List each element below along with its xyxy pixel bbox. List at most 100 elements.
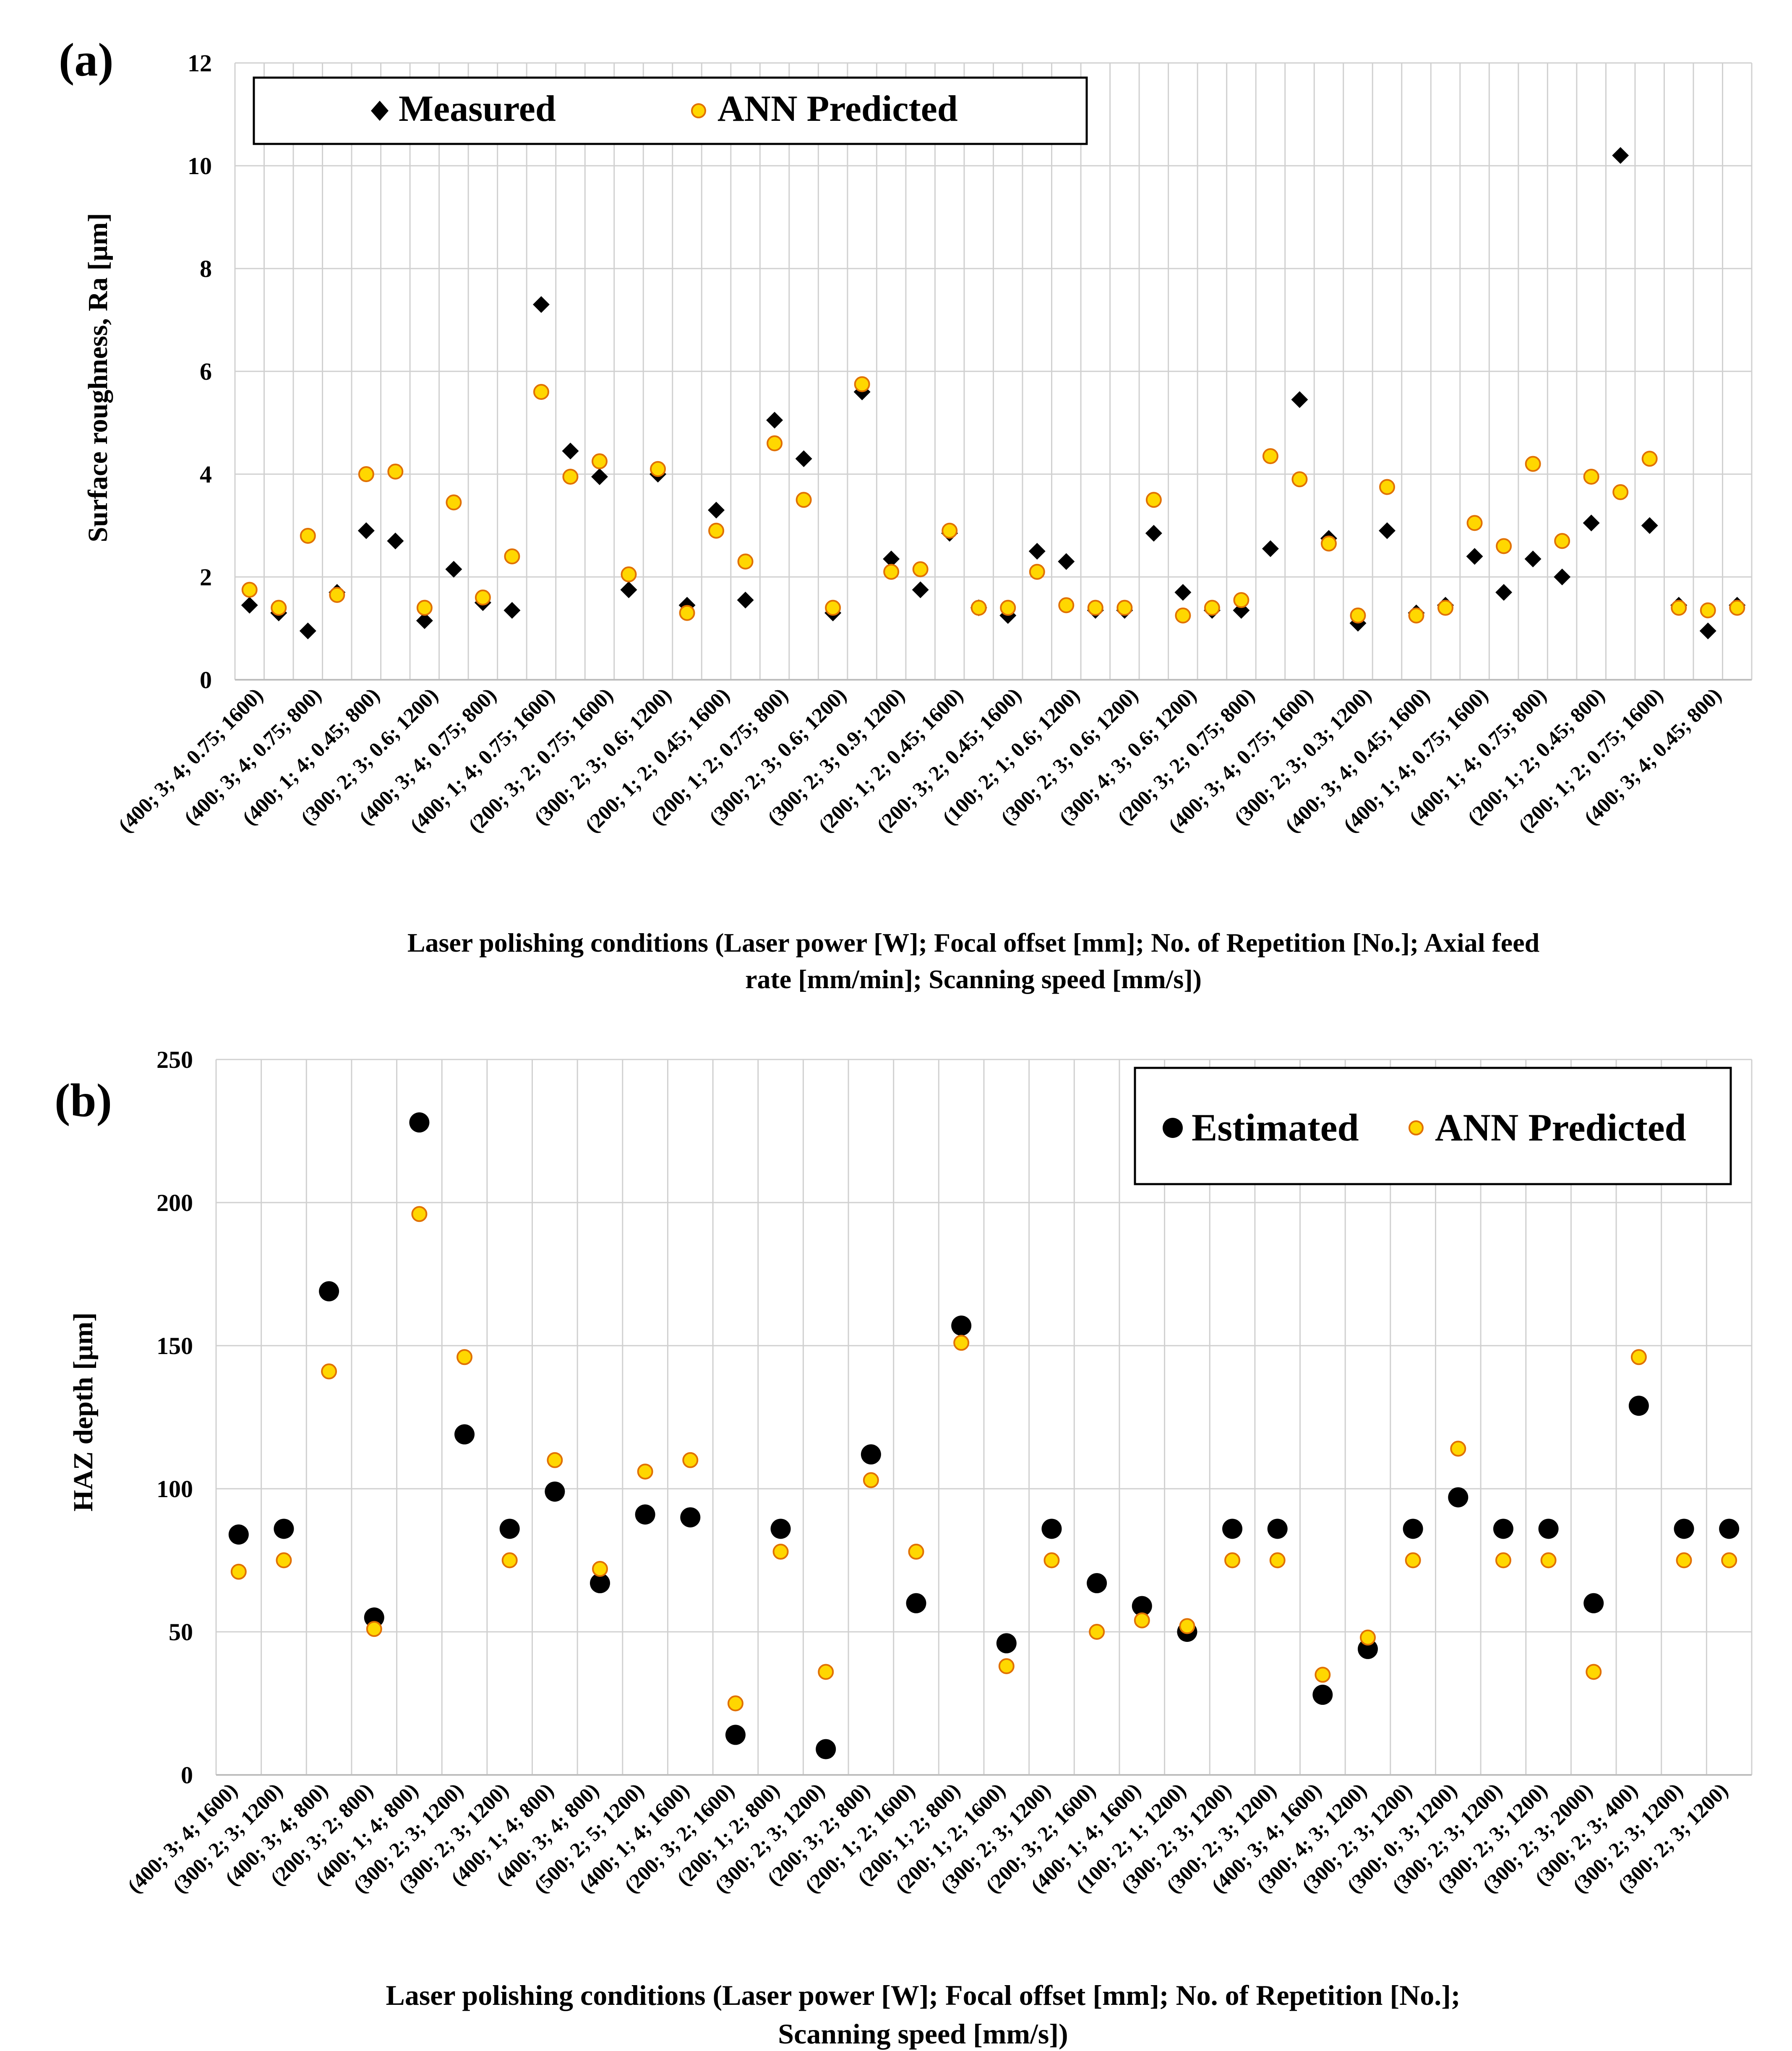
panel-b-estimated-point [951,1315,972,1336]
panel-b-estimated-point [1222,1519,1243,1539]
panel-b-label: (b) [55,1075,112,1127]
panel-b-grid [215,1059,1753,1776]
panel-a-ann-predicted-point [241,582,258,598]
legend-estimated-label: Estimated [1192,1106,1359,1149]
panel-a-measured-point [1028,543,1046,560]
panel-b-ann-predicted-point [230,1563,247,1580]
panel-b-estimated-point [770,1519,791,1539]
panel-b-ann-predicted-point [908,1544,924,1560]
panel-a-measured-point [1145,524,1162,542]
panel-a-measured-point [591,468,608,485]
legend-estimated-marker [1163,1118,1183,1138]
panel-a-ann-predicted-point [1612,484,1629,500]
panel-a-measured-point [1379,522,1396,539]
panel-b-ann-predicted-point [1586,1664,1602,1680]
panel-a-ann-predicted-point [446,494,462,511]
panel-a-y-tick-label: 2 [200,564,212,591]
panel-b-ann-predicted-point [1179,1618,1195,1634]
panel-a-ann-predicted-point [1641,451,1658,467]
panel-b-ann-predicted-point [1450,1440,1466,1457]
panel-a-ann-predicted-point [883,564,900,580]
panel-a-measured-point [1524,551,1542,568]
panel-a-ann-predicted-point [1729,600,1745,616]
panel-b-ann-predicted-point [456,1349,473,1365]
panel-a-y-tick-label: 6 [200,358,212,385]
panel-b-estimated-point [906,1593,926,1613]
panel-a-ann-predicted-point [416,600,433,616]
panel-b-estimated-point [861,1444,881,1465]
panel-b-y-tick-label: 100 [157,1475,193,1503]
panel-b-ann-predicted-point [1224,1552,1241,1568]
panel-b-x-axis-title-line1: Laser polishing conditions (Laser power … [386,1979,1460,2011]
panel-a-ann-predicted-point [1145,492,1162,508]
panel-a-ann-predicted-point [504,548,520,564]
panel-b-ann-predicted-point [1269,1552,1286,1568]
panel-a-measured-point [532,296,550,313]
panel-a-ann-predicted-point [621,566,637,582]
panel-a-measured-point [387,532,404,550]
panel-b-estimated-point [228,1524,249,1545]
panel-a-ann-predicted-point [650,461,666,477]
panel-b-ann-predicted-point [1630,1349,1647,1365]
panel-a-measured-point [241,597,258,614]
panel-a-ann-predicted-point [1437,600,1454,616]
panel-a-ann-predicted-point [475,590,491,605]
panel-b-estimated-point [499,1519,520,1539]
panel-a-measured-point [708,501,725,519]
panel-b-ann-predicted-point [411,1206,428,1222]
panel-a-ann-predicted-point [1671,600,1687,616]
panel-a-measured-point [503,602,521,619]
panel-a-legend-box [253,76,1088,145]
panel-a-ann-predicted-point [1525,456,1541,472]
panel-a-measured-point [1554,569,1571,585]
panel-b-estimated-point [454,1424,475,1445]
panel-a-measured-point [1699,622,1716,639]
panel-b-y-axis-title: HAZ depth [µm] [68,1313,99,1511]
panel-a-x-axis-title-line2: rate [mm/min]; Scanning speed [mm/s]) [745,964,1202,994]
panel-b-estimated-point [635,1504,655,1525]
panel-b-estimated-point [274,1519,294,1539]
panel-a-y-axis-title: Surface roughness, Ra [µm] [83,213,113,543]
panel-b-estimated-point [996,1633,1017,1654]
panel-b-y-tick-label: 150 [157,1332,193,1360]
panel-a-ann-predicted-point [591,453,608,470]
legend-ann-predicted-label: ANN Predicted [717,89,958,129]
panel-b-legend: Estimated ANN Predicted [1134,1067,1732,1185]
panel-b-estimated-point [816,1739,836,1759]
panel-a-ann-predicted-point [1700,602,1716,618]
panel-a-ann-predicted-point [1116,600,1133,616]
panel-b-ann-predicted-point [682,1452,699,1468]
panel-a-measured-point [1174,584,1192,601]
panel-a-ann-predicted-point [1291,471,1308,488]
panel-a-measured-point [795,450,812,467]
panel-a-y-tick-label: 8 [200,255,212,282]
panel-b-markers [228,1112,1740,1759]
panel-b-ann-predicted-point [637,1464,653,1480]
panel-a-roughness-chart: (a) Surface roughness, Ra [µm] Laser pol… [59,34,1753,994]
panel-b-estimated-point [1448,1487,1469,1508]
panel-b-ann-predicted-point [547,1452,563,1468]
panel-a-markers [241,147,1746,639]
panel-a-measured-point [1583,514,1600,532]
panel-b-ann-predicted-point [1315,1667,1331,1683]
panel-b-ann-predicted-point [863,1472,879,1488]
panel-b-ann-predicted-point [818,1664,834,1680]
panel-b-ann-predicted-point [1405,1552,1421,1568]
panel-a-ann-predicted-point [300,528,316,544]
panel-a-ann-predicted-point [1000,600,1016,616]
panel-a-ann-predicted-point [1262,448,1278,464]
panel-b-estimated-point [680,1507,701,1528]
panel-a-ann-predicted-point [271,600,287,616]
panel-a-ann-predicted-point [1204,600,1220,616]
panel-b-estimated-point [1312,1685,1333,1705]
panel-b-ann-predicted-point [1089,1624,1105,1640]
panel-b-estimated-point [1674,1519,1694,1539]
panel-b-ann-predicted-point [953,1335,970,1351]
panel-b-estimated-point [364,1607,384,1628]
panel-b-estimated-point [1041,1519,1062,1539]
panel-b-haz-chart: (b) HAZ depth [µm] Laser polishing condi… [55,1046,1753,2050]
panel-a-ann-predicted-point [796,492,812,508]
panel-a-ann-predicted-point [329,587,345,603]
panel-b-estimated-point [1719,1519,1740,1539]
